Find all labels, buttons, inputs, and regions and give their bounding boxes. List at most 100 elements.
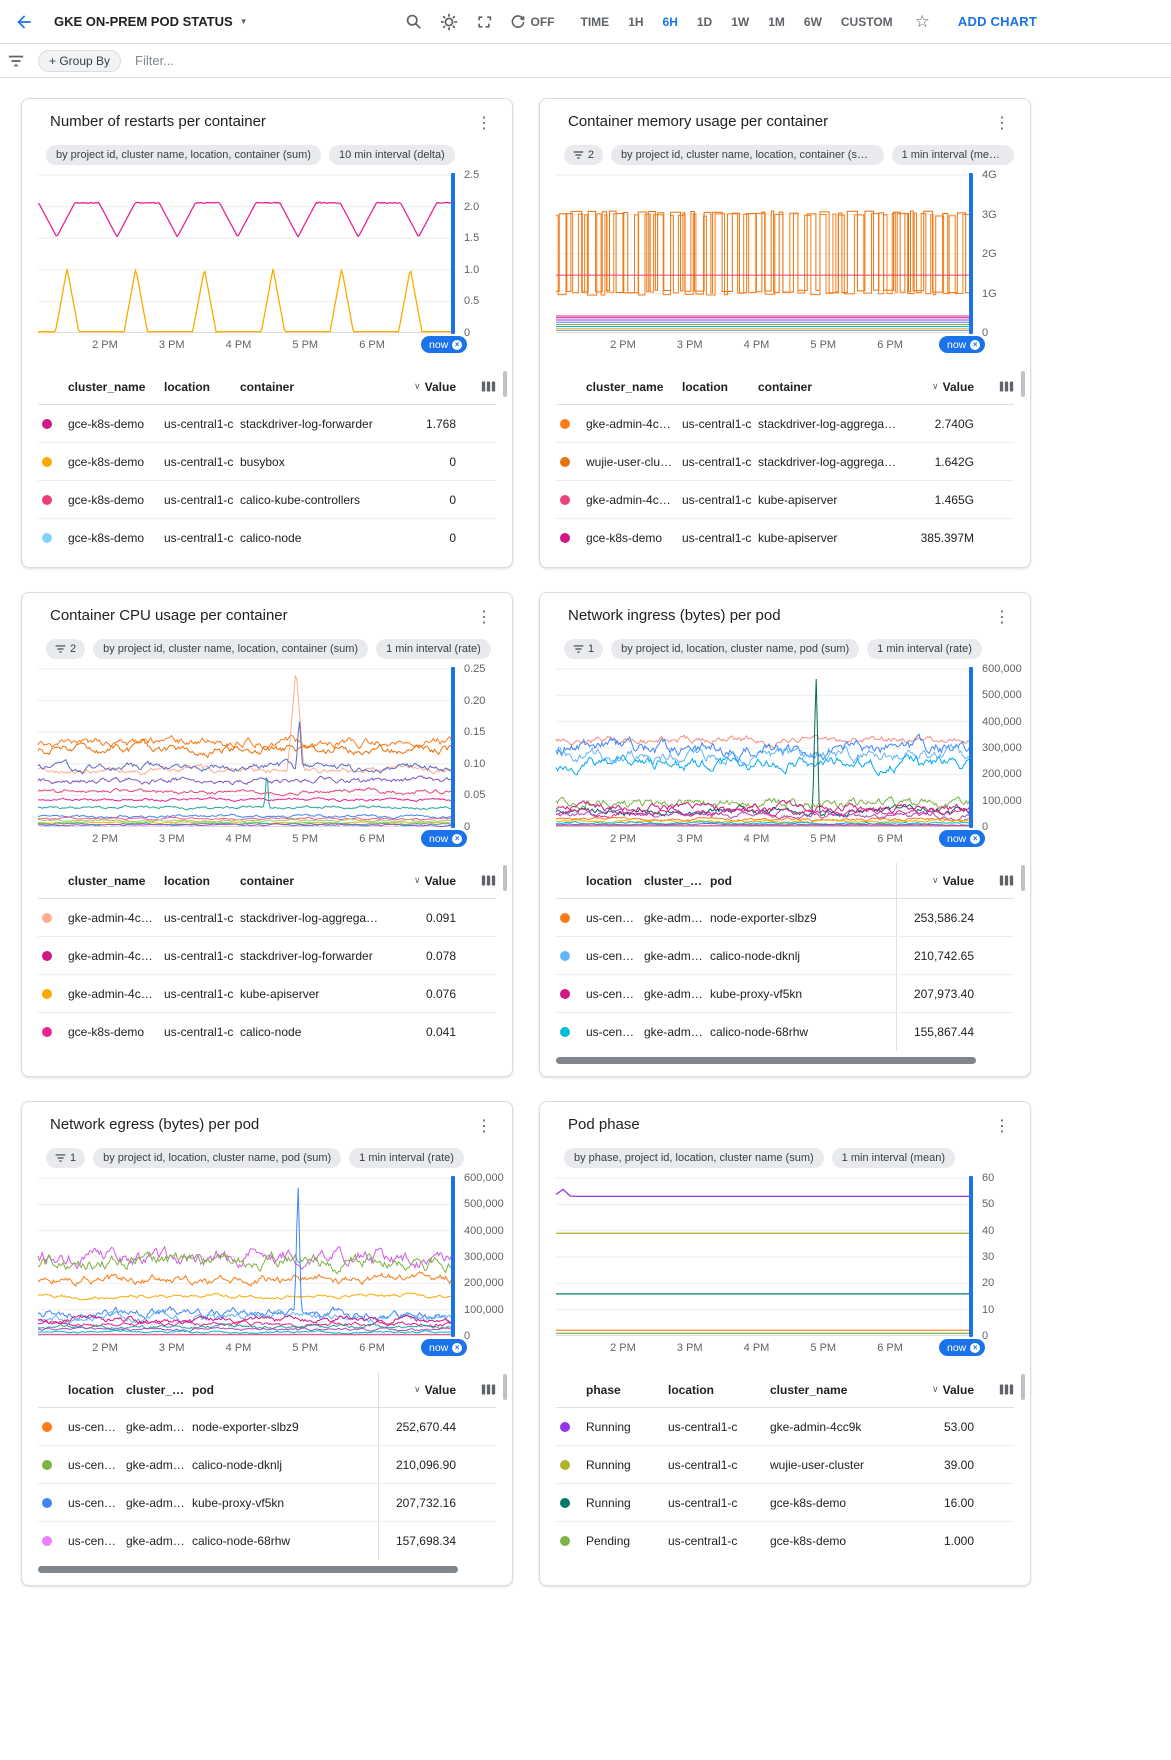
column-header-cluster-na-[interactable]: cluster_na… — [126, 1382, 192, 1397]
column-header-cluster-name[interactable]: cluster_name — [770, 1382, 848, 1397]
filter-chip[interactable]: 1 — [564, 639, 604, 659]
back-icon[interactable] — [14, 12, 34, 32]
time-range-1m[interactable]: 1M — [768, 14, 785, 29]
time-range-1w[interactable]: 1W — [731, 14, 750, 29]
column-header-value[interactable]: ∨ Value — [896, 863, 974, 898]
line-chart[interactable] — [555, 668, 973, 827]
table-row[interactable]: us-cen… gke-admin… kube-proxy-vf5kn 207,732… — [38, 1484, 496, 1522]
card-menu-icon[interactable]: ⋮ — [994, 609, 1010, 626]
filter-chip[interactable]: 2 — [564, 145, 603, 165]
table-row[interactable]: gce-k8s-demo us-central1-c calico-node 0 — [38, 519, 496, 557]
column-header-value[interactable]: ∨ Value — [392, 863, 456, 898]
chip[interactable]: 1 min interval (mean) — [831, 1148, 955, 1168]
column-header-location[interactable]: location — [164, 379, 211, 394]
table-row[interactable]: us-cen… gke-admin… node-exporter-slbz9 253,… — [556, 899, 1014, 937]
chip[interactable]: by project id, location, cluster name, p… — [611, 639, 860, 659]
column-header-location[interactable]: location — [164, 873, 211, 888]
now-badge[interactable]: now × — [421, 1339, 468, 1356]
table-row[interactable]: gke-admin-4cc… us-central1-c kube-apiserve… — [38, 975, 496, 1013]
vertical-scrollbar-thumb[interactable] — [503, 371, 507, 397]
now-badge[interactable]: now × — [939, 1339, 986, 1356]
now-badge[interactable]: now × — [421, 830, 468, 847]
column-header-container[interactable]: container — [758, 379, 813, 394]
column-header-location[interactable]: location — [68, 1382, 115, 1397]
time-range-6w[interactable]: 6W — [803, 14, 822, 29]
chip[interactable]: 1 min interval (rate) — [349, 1148, 464, 1168]
table-row[interactable]: us-cen… gke-admin… node-exporter-slbz9 252,… — [38, 1408, 496, 1446]
horizontal-scrollbar[interactable] — [556, 1057, 976, 1064]
card-menu-icon[interactable]: ⋮ — [476, 609, 492, 626]
line-chart[interactable] — [37, 1177, 455, 1336]
columns-icon[interactable] — [470, 1383, 496, 1396]
now-badge-close-icon[interactable]: × — [452, 833, 463, 844]
add-chart-button[interactable]: ADD CHART — [952, 13, 1043, 30]
column-header-location[interactable]: location — [682, 379, 729, 394]
gear-icon[interactable] — [440, 13, 458, 31]
star-icon[interactable]: ☆ — [914, 11, 930, 31]
column-header-pod[interactable]: pod — [710, 873, 732, 888]
table-row[interactable]: us-cen… gke-admin… kube-proxy-vf5kn 207,973… — [556, 975, 1014, 1013]
now-badge-close-icon[interactable]: × — [452, 339, 463, 350]
chip[interactable]: by project id, cluster name, location, c… — [610, 145, 884, 165]
column-header-location[interactable]: location — [586, 873, 633, 888]
search-icon[interactable] — [405, 13, 422, 30]
vertical-scrollbar-thumb[interactable] — [1021, 865, 1025, 891]
now-badge[interactable]: now × — [421, 336, 468, 353]
now-badge-close-icon[interactable]: × — [970, 1342, 981, 1353]
columns-icon[interactable] — [988, 380, 1014, 393]
column-header-value[interactable]: ∨ Value — [378, 1372, 456, 1407]
chip[interactable]: 1 min interval (rate) — [376, 639, 491, 659]
time-range-1d[interactable]: 1D — [696, 14, 713, 29]
columns-icon[interactable] — [988, 874, 1014, 887]
now-badge[interactable]: now × — [939, 336, 986, 353]
line-chart[interactable] — [556, 174, 972, 333]
chip[interactable]: 10 min interval (delta) — [328, 145, 455, 165]
chip[interactable]: by project id, cluster name, location, c… — [93, 639, 369, 659]
column-header-container[interactable]: container — [240, 379, 295, 394]
column-header-location[interactable]: location — [668, 1382, 715, 1397]
auto-refresh-toggle[interactable]: OFF — [510, 14, 555, 30]
card-menu-icon[interactable]: ⋮ — [476, 1118, 492, 1135]
table-row[interactable]: wujie-user-clus… us-central1-c stackdriver… — [556, 443, 1014, 481]
column-header-container[interactable]: container — [240, 873, 295, 888]
horizontal-scrollbar[interactable] — [38, 1566, 458, 1573]
card-menu-icon[interactable]: ⋮ — [994, 1118, 1010, 1135]
card-menu-icon[interactable]: ⋮ — [476, 115, 492, 132]
column-header-cluster-na-[interactable]: cluster_na… — [644, 873, 710, 888]
filter-chip[interactable]: 1 — [46, 1148, 86, 1168]
chip[interactable]: 1 min interval (rate) — [867, 639, 982, 659]
line-chart[interactable] — [555, 1177, 972, 1336]
column-header-cluster-name[interactable]: cluster_name — [68, 379, 146, 394]
table-row[interactable]: gce-k8s-demo us-central1-c kube-apiserver 3… — [556, 519, 1014, 557]
column-header-value[interactable]: ∨ Value — [902, 1372, 974, 1407]
time-range-6h[interactable]: 6H — [662, 14, 678, 29]
table-row[interactable]: Running us-central1-c gke-admin-4cc9k 53.00 — [556, 1408, 1014, 1446]
line-chart[interactable] — [37, 668, 455, 827]
column-header-phase[interactable]: phase — [586, 1382, 621, 1397]
columns-icon[interactable] — [470, 380, 496, 393]
table-row[interactable]: Pending us-central1-c gce-k8s-demo 1.000 — [556, 1522, 1014, 1560]
time-range-time[interactable]: TIME — [580, 14, 610, 29]
now-badge-close-icon[interactable]: × — [970, 339, 981, 350]
table-row[interactable]: gce-k8s-demo us-central1-c calico-kube-con… — [38, 481, 496, 519]
vertical-scrollbar-thumb[interactable] — [1021, 371, 1025, 397]
table-row[interactable]: us-cen… gke-admin… calico-node-dknlj 210,74… — [556, 937, 1014, 975]
card-menu-icon[interactable]: ⋮ — [994, 115, 1010, 132]
filter-input[interactable]: Filter... — [135, 53, 175, 68]
chip[interactable]: by project id, cluster name, location, c… — [46, 145, 321, 165]
vertical-scrollbar-thumb[interactable] — [503, 865, 507, 891]
columns-icon[interactable] — [988, 1383, 1014, 1396]
table-row[interactable]: Running us-central1-c wujie-user-cluster 39… — [556, 1446, 1014, 1484]
filter-chip[interactable]: 2 — [46, 639, 86, 659]
chip[interactable]: by phase, project id, location, cluster … — [564, 1148, 824, 1168]
table-row[interactable]: gke-admin-4cc… us-central1-c kube-apiserve… — [556, 481, 1014, 519]
chip[interactable]: by project id, location, cluster name, p… — [93, 1148, 342, 1168]
table-row[interactable]: gke-admin-4cc… us-central1-c stackdriver-l… — [556, 405, 1014, 443]
chip[interactable]: 1 min interval (mean) — [891, 145, 1015, 165]
now-badge[interactable]: now × — [939, 830, 986, 847]
column-header-cluster-name[interactable]: cluster_name — [68, 873, 146, 888]
vertical-scrollbar-thumb[interactable] — [1021, 1374, 1025, 1400]
table-row[interactable]: gce-k8s-demo us-central1-c busybox 0 — [38, 443, 496, 481]
column-header-value[interactable]: ∨ Value — [910, 369, 974, 404]
table-row[interactable]: us-cen… gke-admin… calico-node-68rhw 157,69… — [38, 1522, 496, 1560]
